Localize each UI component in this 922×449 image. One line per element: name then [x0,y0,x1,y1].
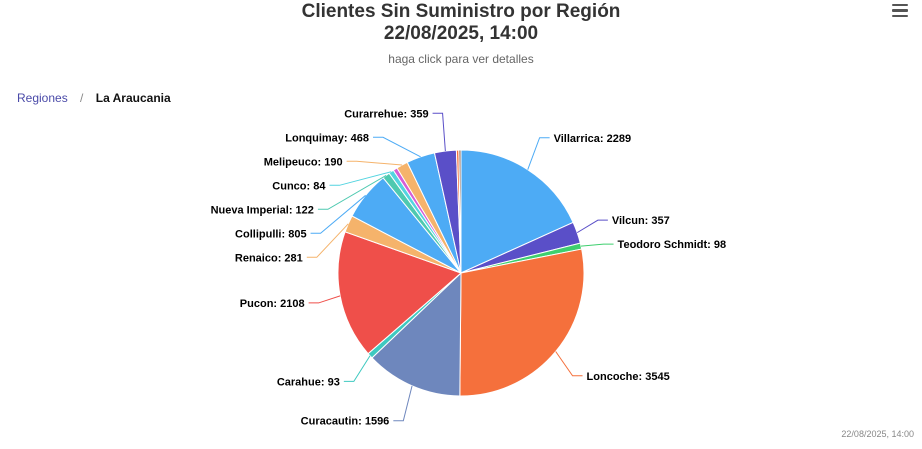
connector-line-cunco [329,171,392,186]
chart-title: Clientes Sin Suministro por Región [301,1,621,22]
data-label-teodoro-schmidt[interactable]: Teodoro Schmidt: 98 [618,239,727,251]
data-label-collipulli[interactable]: Collipulli: 805 [235,228,307,240]
data-label-renaico[interactable]: Renaico: 281 [235,252,303,264]
connector-line-renaico [306,223,349,258]
data-label-pucon[interactable]: Pucon: 2108 [240,298,305,310]
connector-line-lonquimay [373,136,421,158]
footer-timestamp: 22/08/2025, 14:00 [841,429,914,439]
connector-line-nueva-imperial [317,175,387,210]
connector-line-collipulli [310,194,366,234]
connector-line-vilcun [576,219,608,234]
connector-line-teodoro-schmidt [580,243,614,247]
chart-subtitle: haga click para ver detalles [388,52,534,66]
data-label-cunco[interactable]: Cunco: 84 [272,180,326,192]
chart-title-date: 22/08/2025, 14:00 [383,23,539,44]
breadcrumb-separator: / [80,91,84,105]
connector-line-melipeuco [346,160,403,166]
data-label-melipeuco[interactable]: Melipeuco: 190 [264,156,343,168]
data-label-loncoche[interactable]: Loncoche: 3545 [587,371,670,383]
pie-slice-lautaro[interactable] [458,149,462,274]
breadcrumb-current: La Araucania [95,91,171,105]
connector-line-villarrica [527,137,550,170]
pie-slice-loncoche[interactable] [459,248,585,397]
connector-line-curacautin [393,385,413,422]
data-label-curacautin[interactable]: Curacautin: 1596 [301,416,390,428]
connector-line-curarrehue [432,112,446,152]
hamburger-menu-icon[interactable] [892,4,908,18]
connector-line-loncoche [555,351,583,377]
data-label-carahue[interactable]: Carahue: 93 [277,376,340,388]
pie-slice-curacautin[interactable] [371,271,462,397]
breadcrumb: Regiones / La Araucania [17,91,171,105]
data-label-vilcun[interactable]: Vilcun: 357 [612,215,670,227]
connector-line-pucon [308,295,341,304]
connector-line-carahue [343,355,371,382]
data-label-villarrica[interactable]: Villarrica: 2289 [554,133,631,145]
breadcrumb-regiones-link[interactable]: Regiones [17,91,68,105]
data-label-curarrehue[interactable]: Curarrehue: 359 [344,108,428,120]
data-label-nueva-imperial[interactable]: Nueva Imperial: 122 [211,204,314,216]
data-label-lonquimay[interactable]: Lonquimay: 468 [285,132,369,144]
